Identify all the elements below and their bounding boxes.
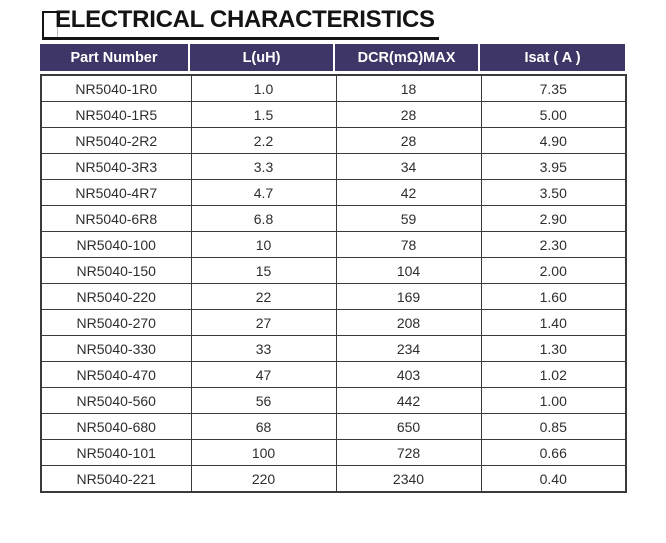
- isat-cell: 1.30: [480, 335, 627, 362]
- inductance-cell: 2.2: [190, 127, 337, 154]
- table-row: NR5040-221 220 2340 0.40: [40, 465, 627, 493]
- inductance-cell: 33: [190, 335, 337, 362]
- page-title: ELECTRICAL CHARACTERISTICS: [55, 6, 435, 33]
- dcr-cell: 208: [335, 309, 482, 336]
- table-row: NR5040-2R2 2.2 28 4.90: [40, 127, 627, 154]
- inductance-cell: 4.7: [190, 179, 337, 206]
- table-row: NR5040-101 100 728 0.66: [40, 439, 627, 466]
- part-number-cell: NR5040-6R8: [40, 205, 192, 232]
- isat-cell: 7.35: [480, 74, 627, 102]
- part-number-cell: NR5040-221: [40, 465, 192, 493]
- table-rows: NR5040-1R0 1.0 18 7.35 NR5040-1R5 1.5 28 5.00 NR…: [40, 74, 627, 493]
- part-number-cell: NR5040-3R3: [40, 153, 192, 180]
- part-number-cell: NR5040-150: [40, 257, 192, 284]
- inductance-cell: 56: [190, 387, 337, 414]
- part-number-cell: NR5040-330: [40, 335, 192, 362]
- dcr-cell: 728: [335, 439, 482, 466]
- table-row: NR5040-220 22 169 1.60: [40, 283, 627, 310]
- dcr-cell: 34: [335, 153, 482, 180]
- header-dcr-max: DCR(mΩ)MAX: [335, 44, 480, 71]
- inductance-cell: 100: [190, 439, 337, 466]
- isat-cell: 1.02: [480, 361, 627, 388]
- isat-cell: 4.90: [480, 127, 627, 154]
- dcr-cell: 234: [335, 335, 482, 362]
- table-row: NR5040-150 15 104 2.00: [40, 257, 627, 284]
- inductance-cell: 68: [190, 413, 337, 440]
- table-row: NR5040-3R3 3.3 34 3.95: [40, 153, 627, 180]
- dcr-cell: 18: [335, 74, 482, 102]
- table-row: NR5040-1R0 1.0 18 7.35: [40, 74, 627, 102]
- isat-cell: 2.90: [480, 205, 627, 232]
- part-number-cell: NR5040-2R2: [40, 127, 192, 154]
- dcr-cell: 2340: [335, 465, 482, 493]
- table-row: NR5040-100 10 78 2.30: [40, 231, 627, 258]
- table-body: NR5040-1R0 1.0 18 7.35 NR5040-1R5 1.5 28 5.00 NR…: [40, 74, 627, 493]
- table-row: NR5040-470 47 403 1.02: [40, 361, 627, 388]
- inductance-cell: 1.0: [190, 74, 337, 102]
- isat-cell: 0.66: [480, 439, 627, 466]
- isat-cell: 2.00: [480, 257, 627, 284]
- isat-cell: 0.40: [480, 465, 627, 493]
- title-underline-box: ELECTRICAL CHARACTERISTICS: [42, 5, 439, 41]
- part-number-cell: NR5040-4R7: [40, 179, 192, 206]
- table-row: NR5040-680 68 650 0.85: [40, 413, 627, 440]
- header-part-number: Part Number: [40, 44, 190, 71]
- part-number-cell: NR5040-101: [40, 439, 192, 466]
- section-title-block: ELECTRICAL CHARACTERISTICS: [42, 5, 439, 41]
- dcr-cell: 403: [335, 361, 482, 388]
- table-row: NR5040-1R5 1.5 28 5.00: [40, 101, 627, 128]
- isat-cell: 3.95: [480, 153, 627, 180]
- header-inductance: L(uH): [190, 44, 335, 71]
- inductance-cell: 47: [190, 361, 337, 388]
- inductance-cell: 220: [190, 465, 337, 493]
- isat-cell: 1.00: [480, 387, 627, 414]
- part-number-cell: NR5040-680: [40, 413, 192, 440]
- electrical-characteristics-table: Part Number L(uH) DCR(mΩ)MAX Isat ( A ) …: [40, 44, 627, 493]
- dcr-cell: 28: [335, 101, 482, 128]
- inductance-cell: 22: [190, 283, 337, 310]
- dcr-cell: 78: [335, 231, 482, 258]
- isat-cell: 3.50: [480, 179, 627, 206]
- isat-cell: 1.40: [480, 309, 627, 336]
- table-row: NR5040-270 27 208 1.40: [40, 309, 627, 336]
- inductance-cell: 6.8: [190, 205, 337, 232]
- part-number-cell: NR5040-220: [40, 283, 192, 310]
- part-number-cell: NR5040-560: [40, 387, 192, 414]
- inductance-cell: 15: [190, 257, 337, 284]
- part-number-cell: NR5040-270: [40, 309, 192, 336]
- dcr-cell: 650: [335, 413, 482, 440]
- part-number-cell: NR5040-1R0: [40, 74, 192, 102]
- table-row: NR5040-560 56 442 1.00: [40, 387, 627, 414]
- dcr-cell: 59: [335, 205, 482, 232]
- part-number-cell: NR5040-100: [40, 231, 192, 258]
- dcr-cell: 169: [335, 283, 482, 310]
- part-number-cell: NR5040-470: [40, 361, 192, 388]
- inductance-cell: 27: [190, 309, 337, 336]
- dcr-cell: 104: [335, 257, 482, 284]
- isat-cell: 2.30: [480, 231, 627, 258]
- table-header-row: Part Number L(uH) DCR(mΩ)MAX Isat ( A ): [40, 44, 625, 71]
- isat-cell: 5.00: [480, 101, 627, 128]
- inductance-cell: 10: [190, 231, 337, 258]
- title-corner-bracket-icon: [42, 11, 57, 38]
- table-row: NR5040-330 33 234 1.30: [40, 335, 627, 362]
- part-number-cell: NR5040-1R5: [40, 101, 192, 128]
- table-row: NR5040-6R8 6.8 59 2.90: [40, 205, 627, 232]
- table-row: NR5040-4R7 4.7 42 3.50: [40, 179, 627, 206]
- dcr-cell: 42: [335, 179, 482, 206]
- inductance-cell: 1.5: [190, 101, 337, 128]
- dcr-cell: 28: [335, 127, 482, 154]
- isat-cell: 1.60: [480, 283, 627, 310]
- dcr-cell: 442: [335, 387, 482, 414]
- isat-cell: 0.85: [480, 413, 627, 440]
- header-isat: Isat ( A ): [480, 44, 625, 71]
- inductance-cell: 3.3: [190, 153, 337, 180]
